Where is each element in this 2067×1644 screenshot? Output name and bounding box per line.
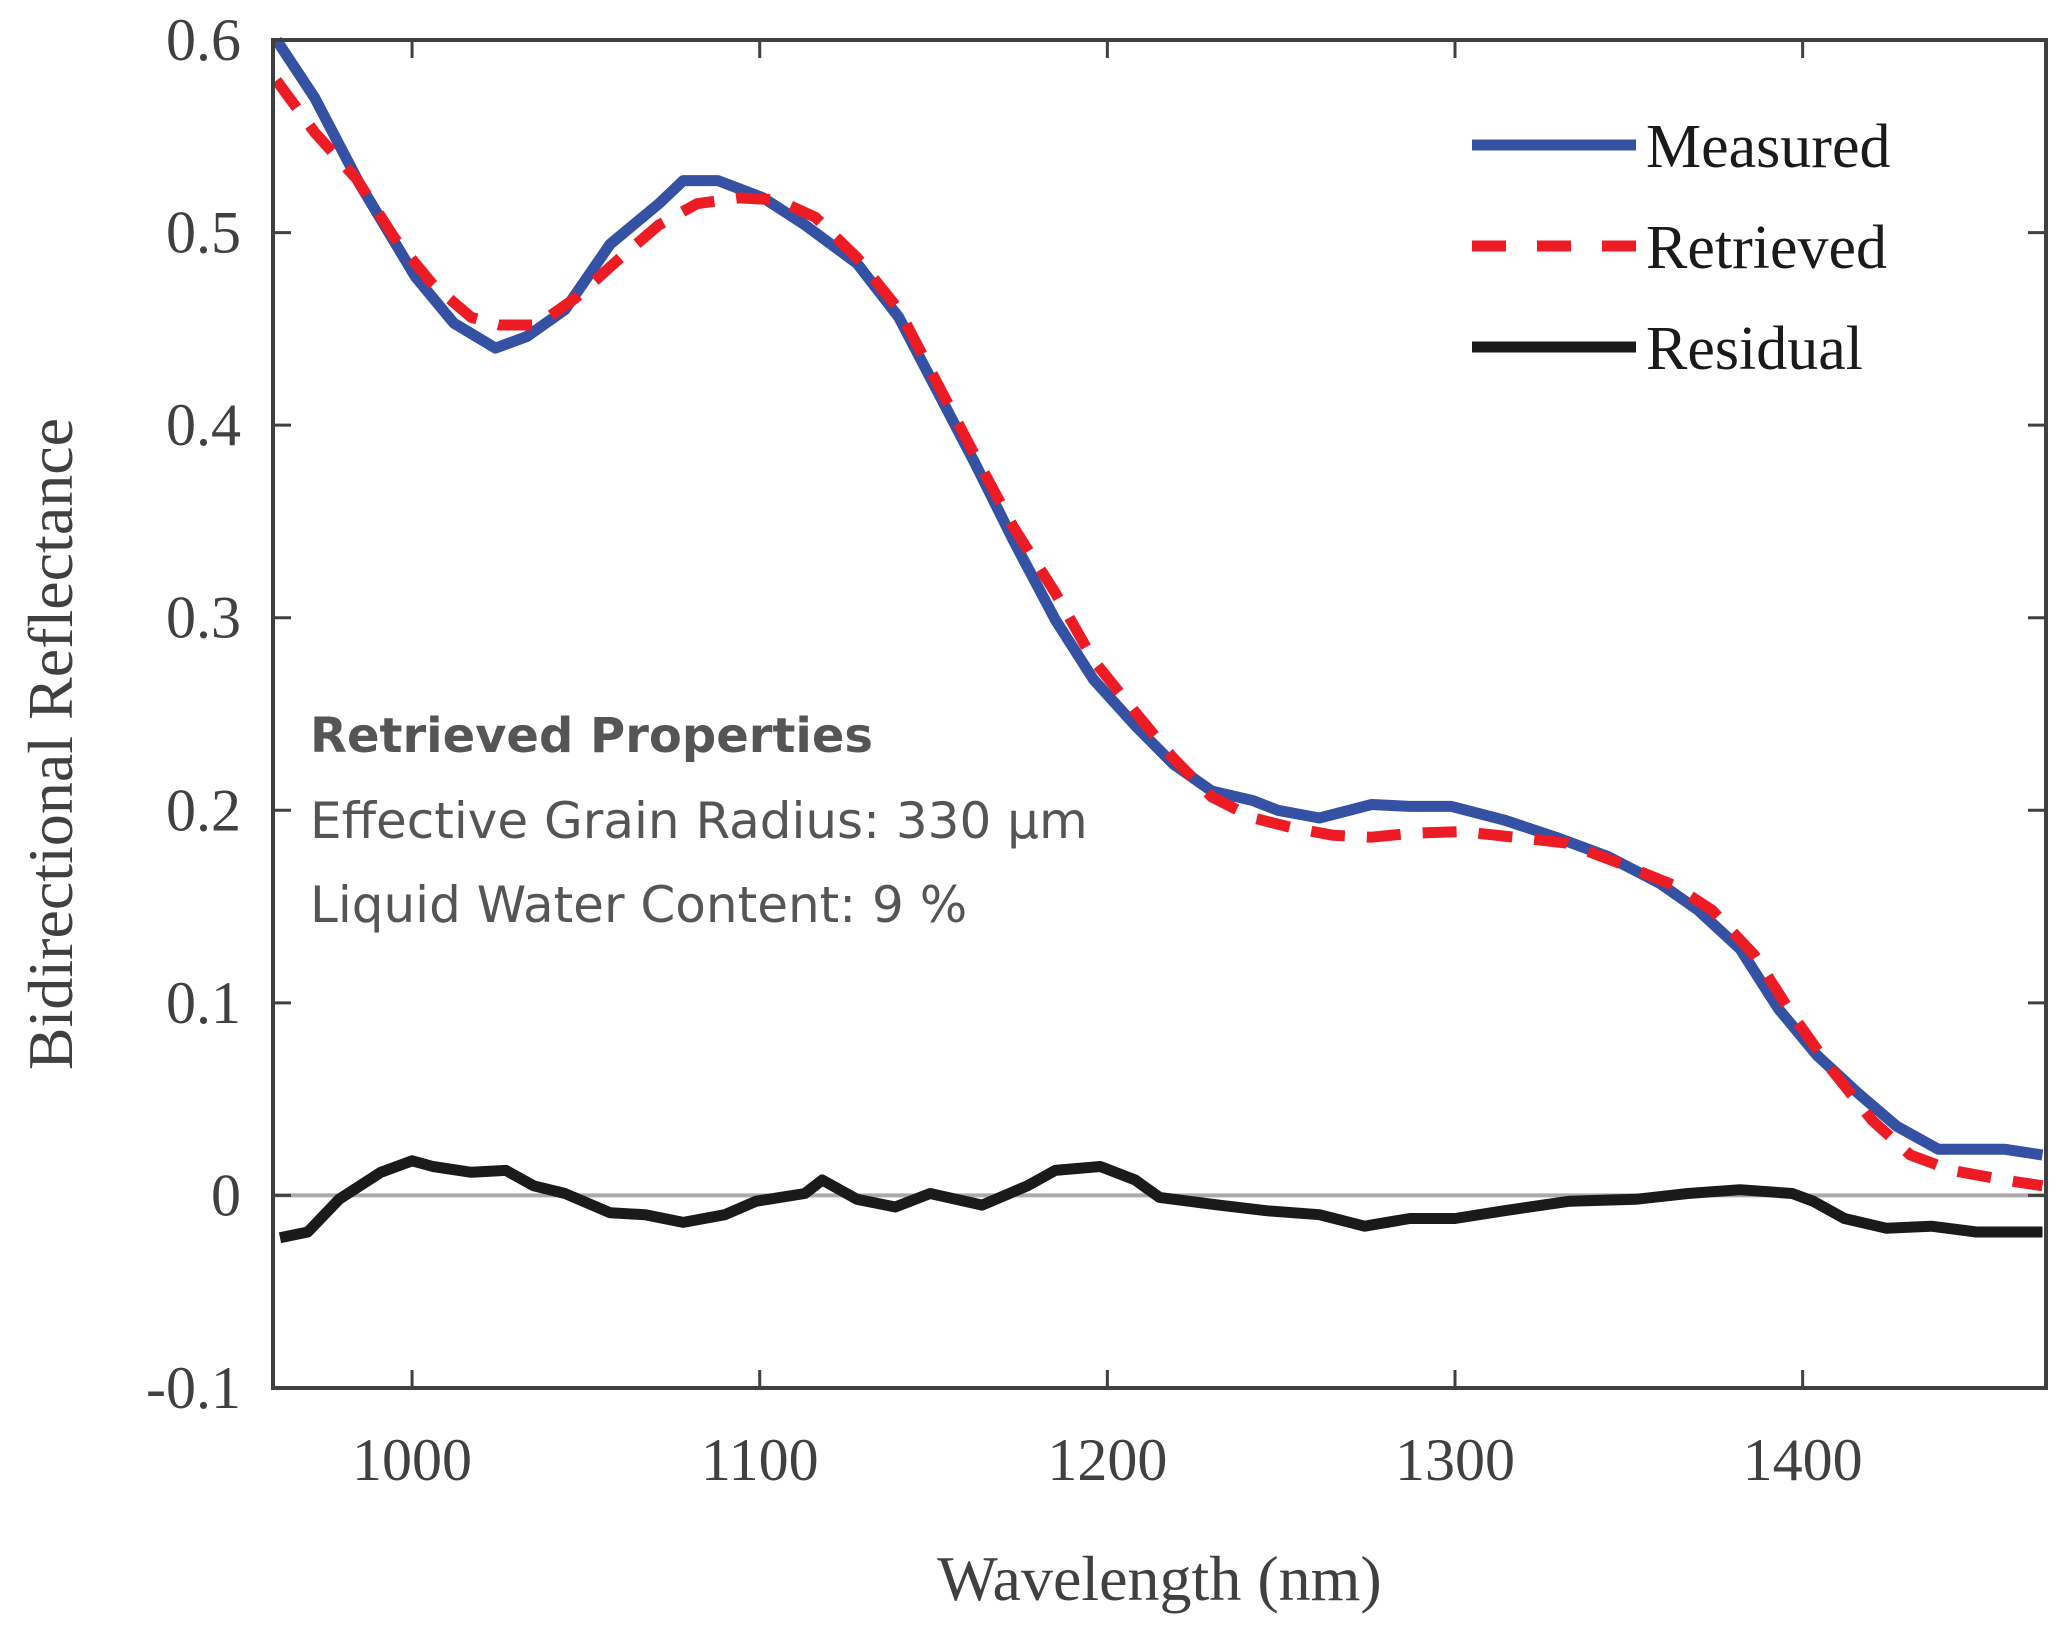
plot-area: 1000 1100 1200 1300 1400 -0.1 0 0.1 0.2 0.3 0.4 0.… [146,7,2048,1493]
x-tick-label: 1100 [701,1427,819,1493]
y-tick-label: 0.6 [166,7,241,73]
annotation-liquid-water: Liquid Water Content: 9 % [310,876,967,934]
series-layer [271,36,2044,1244]
axes-box [271,38,2048,1390]
x-ticks: 1000 1100 1200 1300 1400 [352,40,1863,1493]
y-tick-label: 0.5 [166,200,241,266]
x-axis-title: Wavelength (nm) [937,1543,1381,1614]
y-tick-label: 0.4 [166,392,241,458]
retrieved-properties-annotation: Retrieved Properties Effective Grain Rad… [310,708,1088,934]
y-ticks: -0.1 0 0.1 0.2 0.3 0.4 0.5 0.6 [146,7,2046,1421]
legend: Measured Retrieved Residual [1472,113,1890,383]
x-tick-label: 1000 [352,1427,472,1493]
x-tick-label: 1200 [1047,1427,1167,1493]
x-tick-label: 1300 [1395,1427,1515,1493]
y-tick-label: -0.1 [146,1355,241,1421]
y-tick-label: 0.2 [166,777,241,843]
y-tick-label: 0.1 [166,970,241,1036]
legend-label-retrieved: Retrieved [1646,214,1887,282]
annotation-grain-radius: Effective Grain Radius: 330 µm [310,792,1088,850]
y-tick-label: 0 [211,1162,241,1228]
series-residual-line [278,1155,2043,1244]
legend-label-residual: Residual [1646,315,1863,383]
y-tick-label: 0.3 [166,585,241,651]
x-tick-label: 1400 [1743,1427,1863,1493]
y-axis-title: Bidirectional Reflectance [15,418,86,1070]
legend-label-measured: Measured [1646,113,1890,181]
series-retrieved-line [272,77,2044,1192]
annotation-title: Retrieved Properties [310,708,873,764]
